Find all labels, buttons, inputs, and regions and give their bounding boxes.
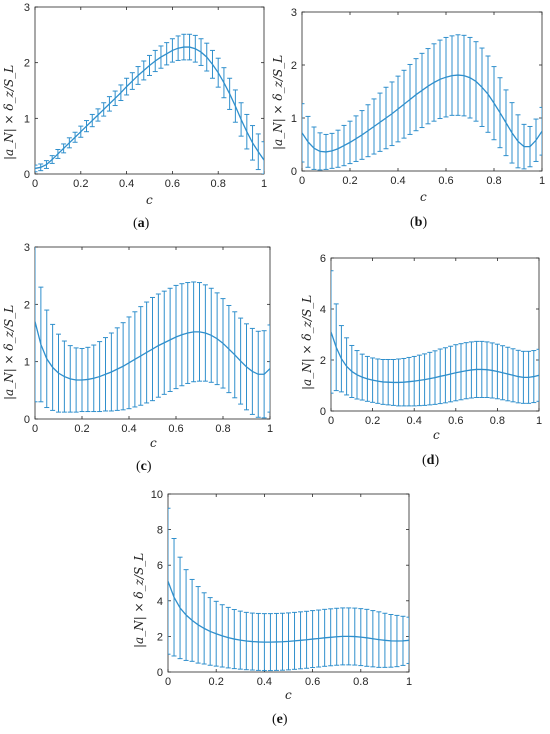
series-line [168,580,409,643]
y-tick-label: 3 [24,2,30,14]
plot-frame [301,11,543,172]
chart-a-ylabel: |a_N| × δ_z/S_L [2,64,16,160]
chart-a-xlabel: c [146,193,153,207]
x-tick-label: 1 [536,415,542,427]
y-tick-label: 3 [24,242,30,254]
y-tick-label: 1 [24,113,30,125]
x-tick-label: 0.8 [211,178,226,190]
chart-e-caption: (e) [272,712,288,727]
y-tick-label: 8 [157,525,163,537]
y-tick-label: 4 [320,304,326,316]
chart-panel-b: 0 0.2 0.4 0.6 0.8 1 0 1 2 3 |a_N| × δ_z/S_L c (b) [271,0,550,240]
chart-c-ylabel: |a_N| × δ_z/S_L [2,304,16,400]
chart-c-caption: (c) [136,459,152,474]
x-tick-label: 0 [32,178,38,190]
plot-area [35,247,270,419]
y-tick-label: 0 [24,169,30,181]
x-tick-label: 0.8 [353,676,368,688]
plot-area [168,507,409,672]
plot-area [35,33,264,174]
chart-b-xlabel: c [420,190,427,204]
y-tick-label: 2 [320,355,326,367]
x-tick-label: 0.8 [215,423,230,435]
chart-a-caption: (a) [133,216,150,231]
y-tick-label: 0 [320,406,326,418]
y-tick-label: 4 [157,596,163,608]
y-tick-label: 6 [320,253,326,265]
chart-d-xlabel: c [433,428,440,442]
y-tick-label: 0 [24,414,30,426]
x-tick-label: 0.2 [342,175,357,187]
x-tick-label: 0.6 [448,415,463,427]
y-tick-label: 0 [157,667,163,679]
chart-b-ylabel: |a_N| × δ_z/S_L [271,54,285,150]
chart-c-xlabel: c [150,436,157,450]
y-tick-label: 2 [24,58,30,70]
series-line [35,321,270,381]
chart-e-xlabel: c [285,688,292,702]
x-tick-label: 0 [165,676,171,688]
y-tick-label: 1 [24,357,30,369]
x-tick-label: 0.6 [438,175,453,187]
x-tick-label: 1 [539,175,545,187]
x-tick-label: 0.6 [165,178,180,190]
x-tick-label: 0.4 [407,415,422,427]
x-tick-label: 0 [32,423,38,435]
chart-panel-c: 0 0.2 0.4 0.6 0.8 1 0 1 2 3 |a_N| × δ_z/S_L c (c) [0,240,290,476]
x-tick-label: 0.2 [365,415,380,427]
x-tick-label: 1 [406,676,412,688]
x-tick-label: 0.2 [74,423,89,435]
x-tick-label: 0.2 [73,178,88,190]
x-tick-label: 0.2 [209,676,224,688]
y-tick-label: 3 [291,7,297,19]
y-tick-label: 1 [291,113,297,125]
y-tick-label: 10 [151,489,163,501]
x-tick-label: 0.4 [257,676,272,688]
series-line [302,74,542,153]
x-tick-label: 0.6 [305,676,320,688]
chart-panel-a: 0 0.2 0.4 0.6 0.8 1 0 1 2 3 |a_N| × δ_z/S_L c (a) [0,0,275,240]
x-tick-label: 0.4 [390,175,405,187]
chart-b-svg: 0 0.2 0.4 0.6 0.8 1 0 1 2 3 [291,7,545,187]
chart-d-caption: (d) [422,453,440,468]
x-tick-label: 1 [261,178,267,190]
y-tick-label: 2 [157,631,163,643]
chart-d-ylabel: |a_N| × δ_z/S_L [300,294,314,390]
y-tick-label: 2 [291,60,297,72]
plot-area [331,270,539,407]
series-line [331,331,539,384]
chart-a-svg: 0 0.2 0.4 0.6 0.8 1 0 1 2 3 [24,2,267,190]
x-tick-label: 0.8 [490,415,505,427]
chart-panel-e: 0 0.2 0.4 0.6 0.8 1 0 2 4 6 8 10 |a_N| × δ_z/S_L c … [120,476,430,734]
plot-area [302,34,542,171]
x-tick-label: 1 [267,423,273,435]
y-tick-label: 0 [291,166,297,178]
series-line [35,46,264,170]
x-tick-label: 0 [299,175,305,187]
plot-frame [34,6,265,175]
x-tick-label: 0 [328,415,334,427]
x-tick-label: 0.6 [168,423,183,435]
chart-d-svg: 0 0.2 0.4 0.6 0.8 1 0 2 4 6 [320,253,542,427]
y-tick-label: 2 [24,299,30,311]
chart-e-ylabel: |a_N| × δ_z/S_L [132,552,146,648]
y-tick-label: 6 [157,560,163,572]
x-tick-label: 0.8 [486,175,501,187]
chart-b-caption: (b) [410,215,428,230]
x-tick-label: 0.4 [121,423,136,435]
x-tick-label: 0.4 [119,178,134,190]
chart-panel-d: 0 0.2 0.4 0.6 0.8 1 0 2 4 6 |a_N| × δ_z/S_L c (d) [290,240,550,476]
chart-c-svg: 0 0.2 0.4 0.6 0.8 1 0 1 2 3 [24,242,273,435]
